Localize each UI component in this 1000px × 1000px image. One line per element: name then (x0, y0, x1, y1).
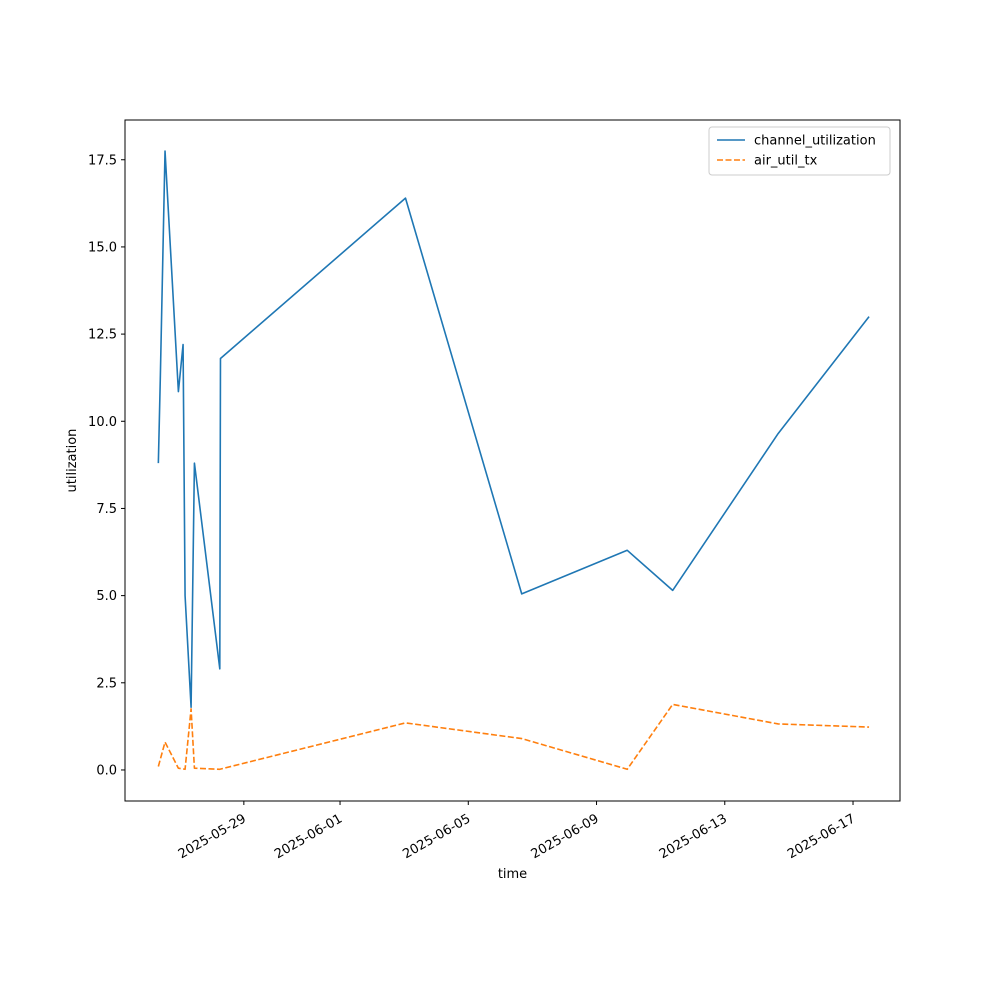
data-point (521, 738, 523, 740)
y-tick-label: 5.0 (96, 589, 117, 604)
data-point (405, 197, 407, 199)
data-point (158, 462, 160, 464)
data-point (220, 358, 222, 360)
y-tick-label: 7.5 (96, 502, 117, 517)
y-tick-label: 15.0 (88, 240, 117, 255)
data-point (184, 768, 186, 770)
data-point (182, 344, 184, 346)
data-point (626, 768, 628, 770)
data-point (868, 316, 870, 318)
data-point (190, 706, 192, 708)
x-axis-label: time (498, 867, 527, 882)
legend-box (708, 126, 891, 176)
data-point (178, 767, 180, 769)
data-point (178, 391, 180, 393)
data-point (672, 704, 674, 706)
data-point (194, 767, 196, 769)
data-point (164, 741, 166, 743)
y-tick-label: 10.0 (88, 415, 117, 430)
y-tick-label: 12.5 (88, 328, 117, 343)
axes-frame (124, 119, 901, 802)
data-point (194, 462, 196, 464)
plot-area (157, 150, 870, 771)
y-tick-label: 0.0 (96, 763, 117, 778)
series-line-air-util-tx (157, 703, 870, 771)
y-tick-label: 2.5 (96, 676, 117, 691)
data-point (190, 708, 192, 710)
data-point (521, 593, 523, 595)
data-point (777, 723, 779, 725)
data-point (672, 590, 674, 592)
data-point (405, 722, 407, 724)
y-tick-label: 17.5 (88, 153, 117, 168)
legend: channel_utilization air_util_tx (708, 126, 891, 176)
y-axis-label: utilization (65, 429, 80, 493)
data-point (219, 668, 221, 670)
data-point (160, 375, 162, 377)
data-point (626, 549, 628, 551)
data-point (777, 433, 779, 435)
data-point (868, 726, 870, 728)
data-point (184, 595, 186, 597)
data-point (158, 766, 160, 768)
data-point (219, 768, 221, 770)
legend-label: channel_utilization (754, 134, 876, 149)
series-line-channel-utilization (157, 150, 870, 709)
data-point (164, 150, 166, 152)
legend-label: air_util_tx (754, 154, 818, 169)
